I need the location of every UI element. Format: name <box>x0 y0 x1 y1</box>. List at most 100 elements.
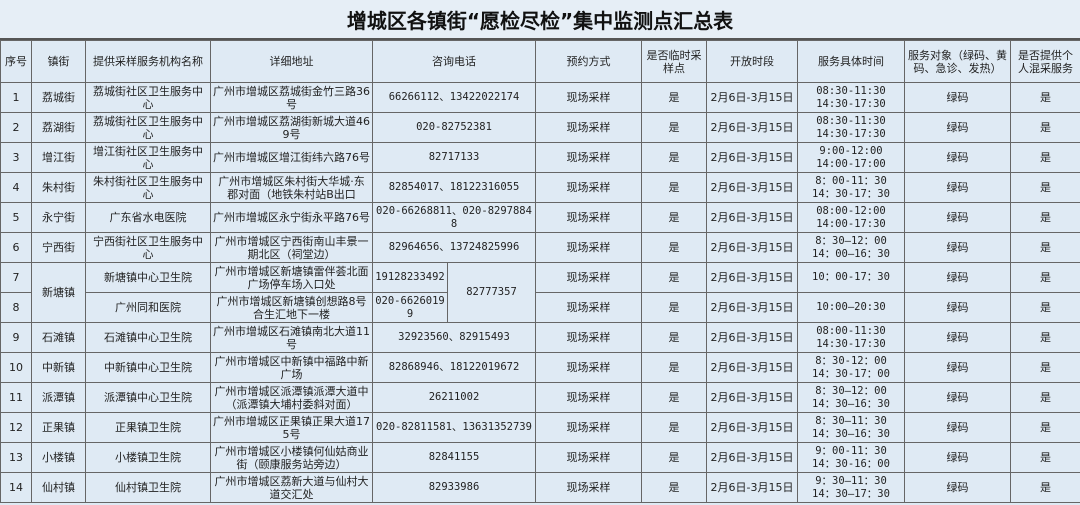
cell-booking: 现场采样 <box>535 412 642 443</box>
cell-booking: 现场采样 <box>535 292 642 323</box>
cell-booking: 现场采样 <box>535 322 642 353</box>
cell-temporary: 是 <box>641 172 707 203</box>
cell-service-time: 9：30—11：30 14：30—17：30 <box>797 472 905 503</box>
table-row: 11 派潭镇 派潭镇中心卫生院 广州市增城区派潭镇派潭大道中（派潭镇大埔村委斜对面） 2… <box>0 382 1080 413</box>
cell-temporary: 是 <box>641 262 707 293</box>
cell-period: 2月6日-3月15日 <box>706 472 798 503</box>
cell-booking: 现场采样 <box>535 142 642 173</box>
cell-address: 广州市增城区小楼镇何仙姑商业街（颐康服务站旁边） <box>210 442 373 473</box>
cell-org: 石滩镇中心卫生院 <box>85 322 211 353</box>
cell-no: 8 <box>0 292 32 323</box>
cell-town: 朱村街 <box>31 172 86 203</box>
table-row: 6 宁西街 宁西街社区卫生服务中心 广州市增城区宁西街南山丰景一期北区（祠堂边） 829… <box>0 232 1080 263</box>
cell-phone: 19128233492 <box>372 262 448 293</box>
service-time-line: 08:30-11:30 <box>816 84 886 97</box>
service-time-line: 8：30—12：00 <box>815 234 887 247</box>
cell-phone: 82717133 <box>372 142 536 173</box>
cell-booking: 现场采样 <box>535 232 642 263</box>
cell-target: 绿码 <box>904 292 1011 323</box>
cell-phone-shared: 82777357 <box>447 262 536 323</box>
cell-phone: 020-82752381 <box>372 112 536 143</box>
cell-period: 2月6日-3月15日 <box>706 142 798 173</box>
header-col-period: 开放时段 <box>706 40 798 83</box>
cell-target: 绿码 <box>904 472 1011 503</box>
table-row: 1 荔城街 荔城街社区卫生服务中心 广州市增城区荔城街金竹三路36号 66266112、… <box>0 82 1080 113</box>
cell-target: 绿码 <box>904 262 1011 293</box>
header-col-org: 提供采样服务机构名称 <box>85 40 211 83</box>
cell-phone: 020-66260199 <box>372 292 448 323</box>
cell-no: 4 <box>0 172 32 203</box>
cell-mix: 是 <box>1010 202 1080 233</box>
cell-period: 2月6日-3月15日 <box>706 262 798 293</box>
cell-temporary: 是 <box>641 352 707 383</box>
cell-address: 广州市增城区中新镇中福路中新广场 <box>210 352 373 383</box>
cell-address: 广州市增城区石滩镇南北大道11号 <box>210 322 373 353</box>
cell-booking: 现场采样 <box>535 472 642 503</box>
cell-period: 2月6日-3月15日 <box>706 232 798 263</box>
cell-org: 中新镇中心卫生院 <box>85 352 211 383</box>
service-time-line: 8：30—11：30 <box>815 414 887 427</box>
cell-org: 派潭镇中心卫生院 <box>85 382 211 413</box>
table-row: 7 新塘镇 新塘镇中心卫生院 广州市增城区新塘镇雷伴荟北面广场停车场入口处 191282… <box>0 262 1080 323</box>
cell-period: 2月6日-3月15日 <box>706 292 798 323</box>
header-row: 序号 镇街 提供采样服务机构名称 详细地址 咨询电话 预约方式 是否临时采样点 开放时段 服务具… <box>0 40 1080 83</box>
cell-town: 荔湖街 <box>31 112 86 143</box>
service-time-line: 9:00-12:00 <box>819 144 883 157</box>
cell-booking: 现场采样 <box>535 352 642 383</box>
cell-temporary: 是 <box>641 382 707 413</box>
service-time-line: 14：30-17：00 <box>812 367 890 380</box>
cell-phone: 020-82811581、13631352739 <box>372 412 536 443</box>
header-col-temporary: 是否临时采样点 <box>641 40 707 83</box>
cell-phone: 26211002 <box>372 382 536 413</box>
cell-target: 绿码 <box>904 352 1011 383</box>
service-time-line: 14：00—16：30 <box>812 247 890 260</box>
cell-period: 2月6日-3月15日 <box>706 172 798 203</box>
cell-mix: 是 <box>1010 172 1080 203</box>
cell-target: 绿码 <box>904 382 1011 413</box>
cell-period: 2月6日-3月15日 <box>706 112 798 143</box>
service-time-line: 14：30—16：30 <box>812 427 890 440</box>
cell-period: 2月6日-3月15日 <box>706 352 798 383</box>
service-time-line: 14:00-17:30 <box>816 217 886 230</box>
cell-phone: 82868946、18122019672 <box>372 352 536 383</box>
cell-address: 广州市增城区荔新大道与仙村大道交汇处 <box>210 472 373 503</box>
header-col-town: 镇街 <box>31 40 86 83</box>
cell-service-time: 08:00-12:00 14:00-17:30 <box>797 202 905 233</box>
cell-town: 石滩镇 <box>31 322 86 353</box>
cell-mix: 是 <box>1010 472 1080 503</box>
cell-town: 新塘镇 <box>31 262 86 323</box>
cell-address: 广州市增城区永宁街永平路76号 <box>210 202 373 233</box>
cell-target: 绿码 <box>904 172 1011 203</box>
cell-no: 5 <box>0 202 32 233</box>
cell-target: 绿码 <box>904 412 1011 443</box>
cell-period: 2月6日-3月15日 <box>706 412 798 443</box>
service-time-line: 14：30—17：30 <box>812 487 890 500</box>
cell-no: 1 <box>0 82 32 113</box>
cell-org: 荔城街社区卫生服务中心 <box>85 82 211 113</box>
cell-service-time: 08:00-11:30 14:30-17:30 <box>797 322 905 353</box>
cell-address: 广州市增城区朱村街大华城·东郡对面（地铁朱村站B出口 <box>210 172 373 203</box>
cell-phone: 66266112、13422022174 <box>372 82 536 113</box>
cell-no: 14 <box>0 472 32 503</box>
cell-address: 广州市增城区正果镇正果大道175号 <box>210 412 373 443</box>
cell-period: 2月6日-3月15日 <box>706 382 798 413</box>
cell-town: 派潭镇 <box>31 382 86 413</box>
cell-service-time: 08:30-11:30 14:30-17:30 <box>797 82 905 113</box>
table-row: 9 石滩镇 石滩镇中心卫生院 广州市增城区石滩镇南北大道11号 32923560、829… <box>0 322 1080 353</box>
cell-booking: 现场采样 <box>535 112 642 143</box>
cell-booking: 现场采样 <box>535 442 642 473</box>
table-row: 10 中新镇 中新镇中心卫生院 广州市增城区中新镇中福路中新广场 82868946、18… <box>0 352 1080 383</box>
cell-org: 仙村镇卫生院 <box>85 472 211 503</box>
cell-no: 9 <box>0 322 32 353</box>
cell-mix: 是 <box>1010 442 1080 473</box>
cell-temporary: 是 <box>641 292 707 323</box>
service-time-line: 9：30—11：30 <box>815 474 887 487</box>
cell-town: 正果镇 <box>31 412 86 443</box>
cell-address: 广州市增城区新塘镇雷伴荟北面广场停车场入口处 <box>210 262 373 293</box>
cell-phone: 82841155 <box>372 442 536 473</box>
header-col-phone: 咨询电话 <box>372 40 536 83</box>
cell-mix: 是 <box>1010 142 1080 173</box>
cell-service-time: 10:00—20:30 <box>797 292 905 323</box>
service-time-line: 8：00-11：30 <box>815 174 887 187</box>
service-time-line: 08:00-12:00 <box>816 204 886 217</box>
